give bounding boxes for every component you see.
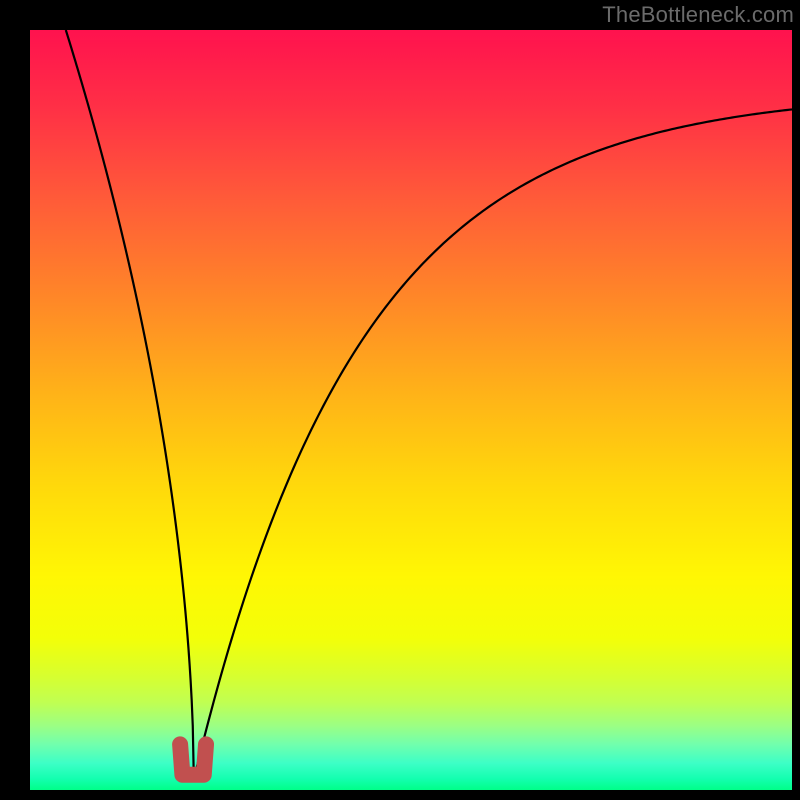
chart-frame: TheBottleneck.com: [0, 0, 800, 800]
heat-gradient: [30, 30, 792, 790]
watermark-text: TheBottleneck.com: [602, 2, 794, 28]
bottleneck-chart: [0, 0, 800, 800]
